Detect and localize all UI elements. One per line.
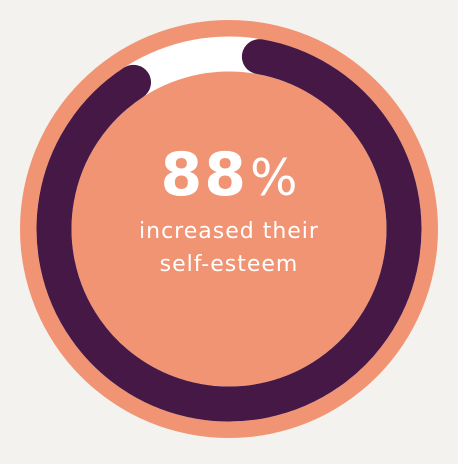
donut-progress-arc	[36, 36, 422, 422]
center-label: 88 % increased their self-esteem	[0, 145, 458, 281]
stat-caption: increased their self-esteem	[0, 215, 458, 281]
stat-value: 88 %	[0, 145, 458, 205]
caption-line-2: self-esteem	[159, 252, 299, 277]
stat-unit: %	[249, 149, 298, 207]
caption-line-1: increased their	[139, 219, 319, 244]
donut-disc	[20, 20, 438, 438]
stat-number: 88	[160, 140, 248, 210]
